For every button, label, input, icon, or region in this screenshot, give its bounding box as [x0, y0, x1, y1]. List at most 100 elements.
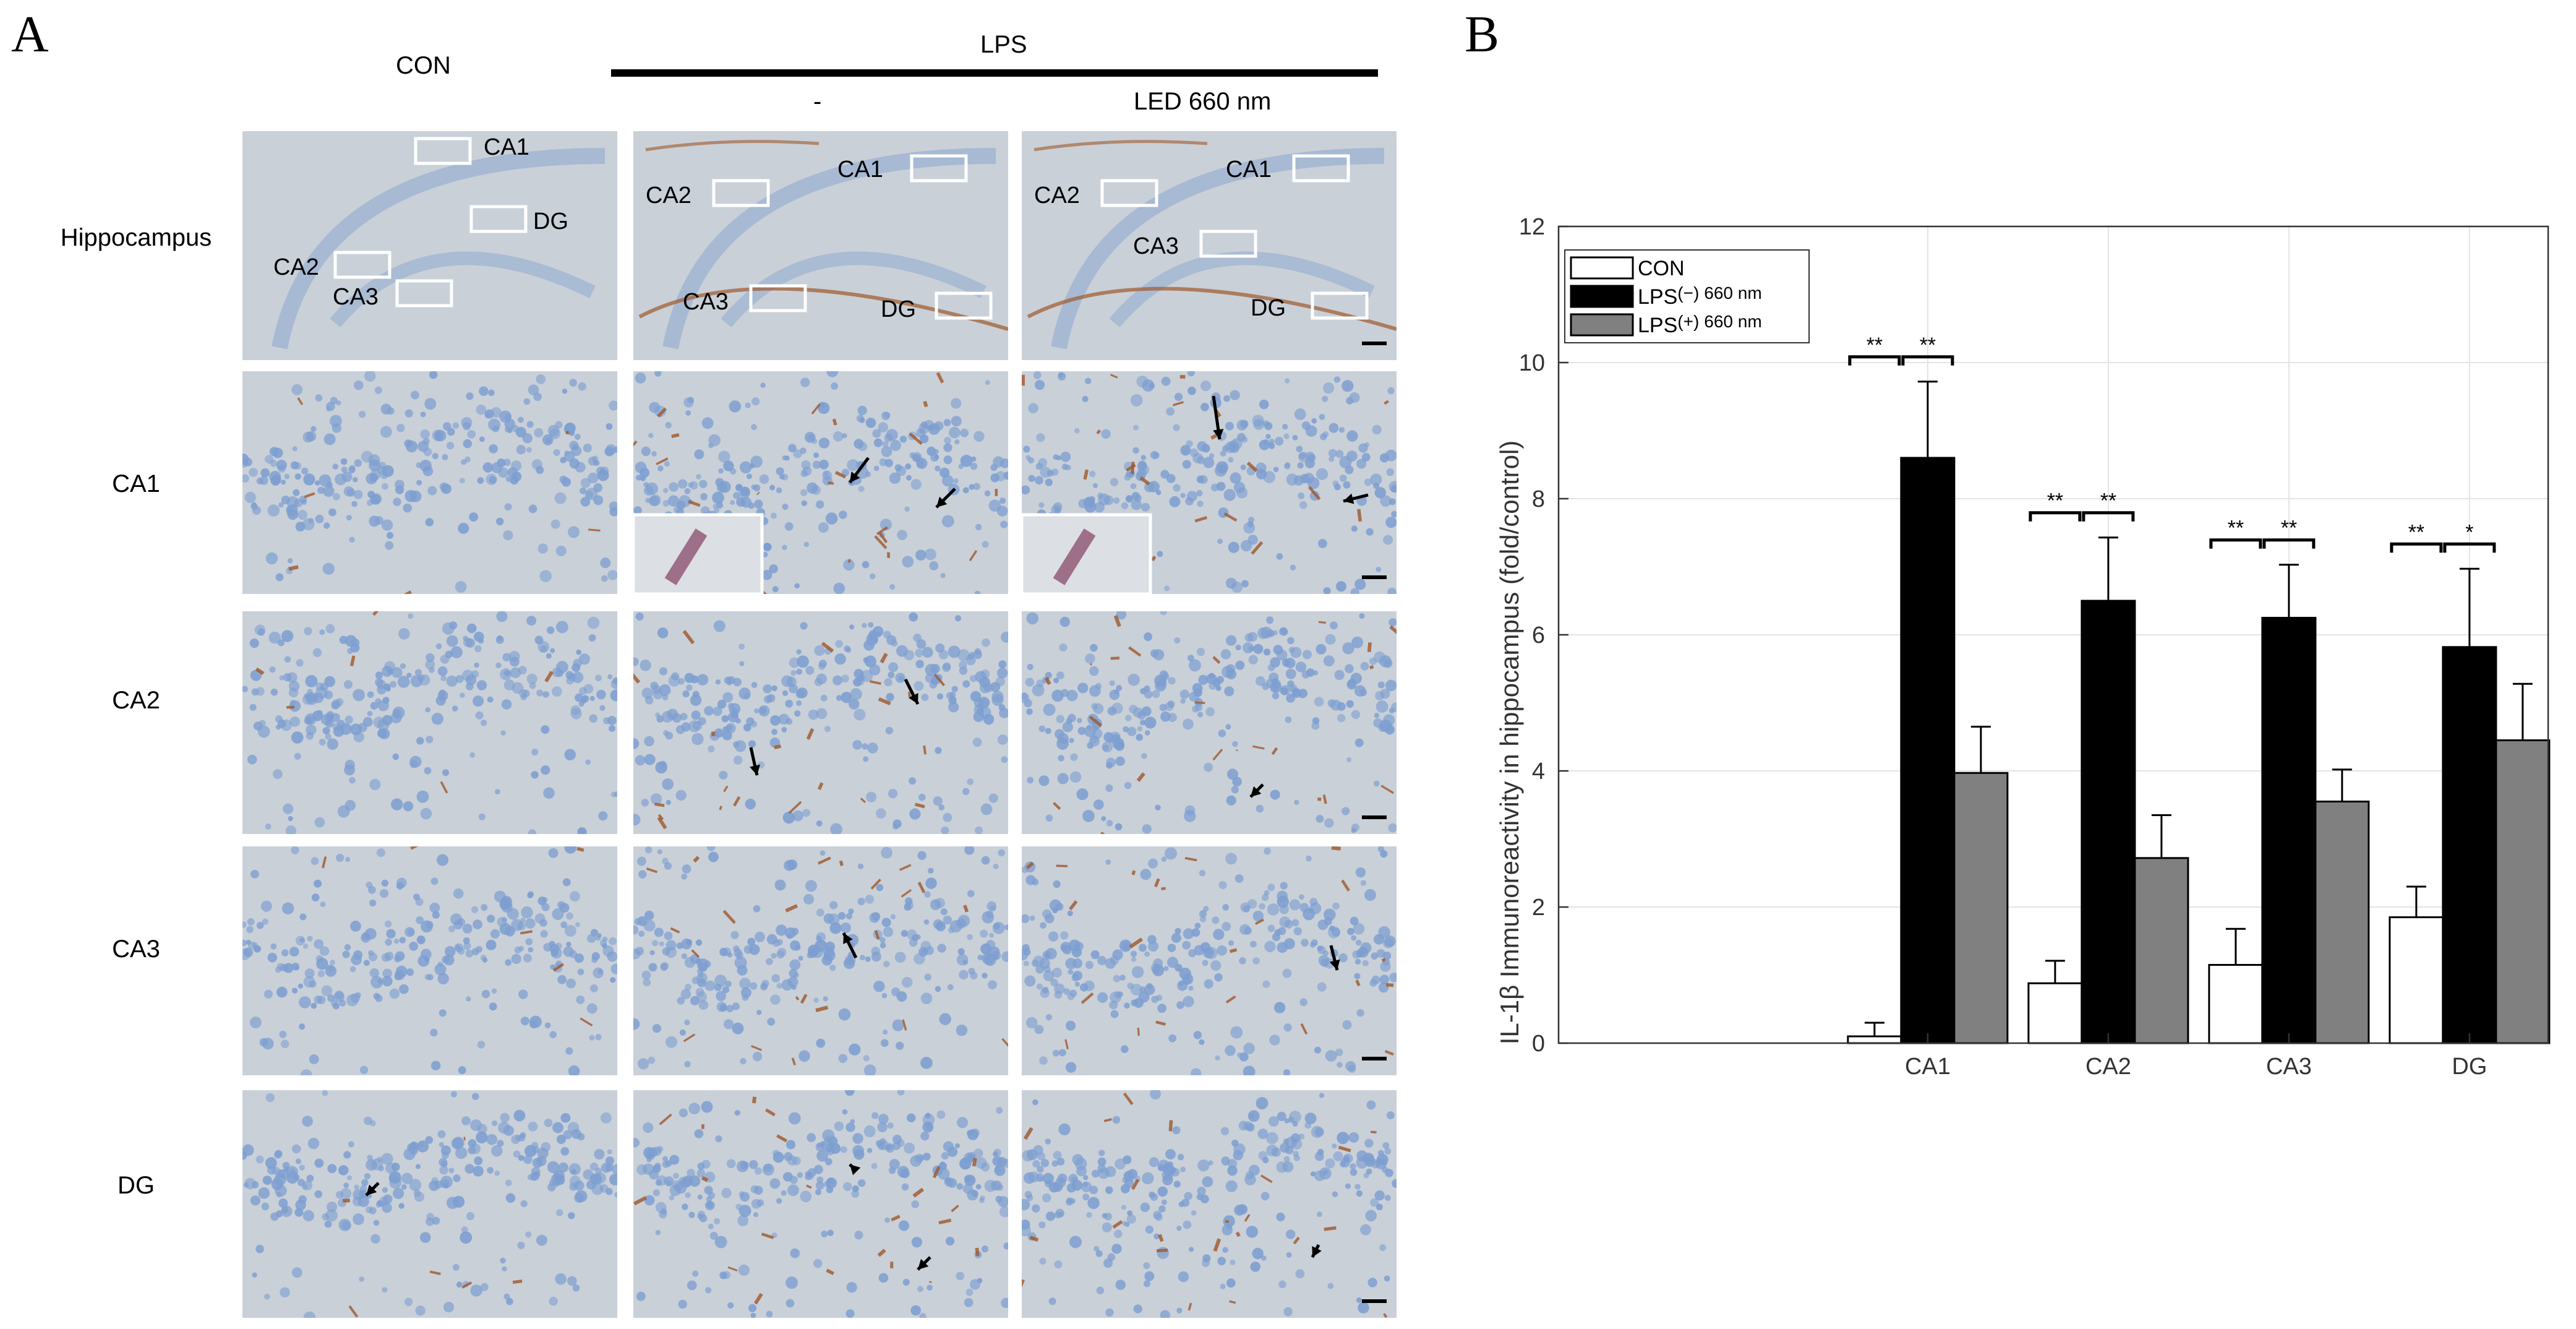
y-tick-label: 6: [1532, 622, 1545, 648]
roi-label: CA1: [837, 157, 883, 183]
row-label-ca2: CA2: [112, 687, 160, 714]
lps-group-bar: [611, 69, 1378, 77]
roi-label: CA3: [1133, 233, 1179, 259]
micrograph-ca1-led: [1022, 371, 1397, 594]
sub-label-minus: -: [813, 88, 822, 115]
arrow-icon: [1343, 493, 1354, 504]
significance-label: **: [2228, 517, 2244, 540]
x-tick-label: CA3: [2266, 1054, 2312, 1080]
group-label-con: CON: [396, 52, 451, 79]
bar-ca3-series-0: [2208, 964, 2264, 1044]
significance-label: *: [2465, 520, 2473, 544]
bar-ca1-series-1: [1900, 457, 1956, 1044]
significance-label: **: [2047, 489, 2063, 513]
panel-a-letter: A: [11, 6, 49, 63]
roi-label: CA2: [1034, 183, 1080, 209]
bar-ca2-series-0: [2027, 982, 2083, 1044]
micrograph-dg-led: [1022, 1090, 1397, 1318]
scale-bar: [1362, 1057, 1387, 1060]
micrograph-ca2-con: [242, 611, 617, 834]
roi-label: CA2: [646, 183, 691, 209]
bar-dg-series-2: [2495, 739, 2551, 1044]
row-label-dg: DG: [118, 1172, 155, 1199]
legend-swatch: [1570, 313, 1634, 337]
arrow-icon: [1213, 429, 1224, 439]
micrograph-ca1-con: [242, 371, 617, 594]
bar-chart: IL-1β Immunoreactivity in hippocampus (f…: [1495, 214, 2551, 1080]
y-tick-label: 10: [1519, 350, 1545, 376]
legend-swatch: [1570, 285, 1634, 308]
roi-label: CA2: [273, 254, 319, 280]
x-tick-label: CA2: [2086, 1054, 2131, 1080]
significance-label: **: [1867, 333, 1883, 357]
arrow-icon: [843, 933, 853, 944]
significance-bracket: [2443, 542, 2496, 553]
significance-bracket: [2262, 538, 2316, 549]
micrograph-hippocampus-con: CA1 DG CA2 CA3: [242, 131, 617, 360]
row-label-hippocampus: Hippocampus: [60, 224, 212, 251]
y-axis-label: IL-1β Immunoreactivity in hippocampus (f…: [1495, 441, 1524, 1045]
arrow-icon: [750, 764, 760, 775]
roi-label: DG: [1251, 295, 1286, 321]
micrograph-ca1-lps: [633, 371, 1008, 594]
bar-ca2-series-2: [2134, 857, 2189, 1044]
bar-dg-series-0: [2389, 916, 2444, 1044]
significance-bracket: [2390, 542, 2443, 553]
y-tick-label: 0: [1532, 1031, 1545, 1057]
micrograph-ca3-con: [242, 846, 617, 1075]
micrograph-ca3-lps: [633, 846, 1008, 1075]
significance-label: **: [1920, 333, 1936, 357]
significance-bracket: [2082, 511, 2135, 522]
row-label-ca1: CA1: [112, 470, 160, 497]
arrow-icon: [1329, 959, 1340, 970]
sub-label-led: LED 660 nm: [1134, 88, 1272, 115]
arrow-icon: [366, 1184, 377, 1195]
micrograph-dg-con: [242, 1090, 617, 1318]
arrow-icon: [936, 496, 948, 507]
bar-ca2-series-1: [2081, 600, 2136, 1044]
legend-swatch: [1570, 256, 1634, 280]
y-tick-label: 2: [1532, 895, 1545, 921]
legend-label: CON: [1638, 257, 1685, 280]
bar-dg-series-1: [2442, 646, 2497, 1044]
bar-ca1-series-2: [1953, 772, 2009, 1044]
significance-bracket: [2029, 511, 2082, 522]
micrograph-hippocampus-led: CA1 CA2 CA3 DG: [1022, 131, 1397, 360]
y-tick-label: 12: [1519, 214, 1545, 240]
bar-ca1-series-0: [1847, 1035, 1902, 1044]
row-label-ca3: CA3: [112, 935, 160, 963]
y-tick-label: 4: [1532, 759, 1545, 785]
significance-bracket: [1848, 355, 1901, 366]
roi-label: CA1: [1226, 157, 1272, 183]
y-tick-label: 8: [1532, 486, 1545, 512]
arrow-icon: [1251, 786, 1262, 797]
scale-bar: [1362, 575, 1387, 579]
significance-label: **: [2281, 517, 2297, 540]
scale-bar: [1362, 815, 1387, 819]
group-label-lps: LPS: [980, 31, 1027, 58]
micrograph-ca2-lps: [633, 611, 1008, 834]
panel-b-letter: B: [1465, 6, 1500, 63]
significance-label: **: [2408, 520, 2424, 544]
legend-label: LPS(+) 660 nm: [1638, 312, 1762, 337]
scale-bar: [1362, 1299, 1387, 1303]
arrow-icon: [1312, 1246, 1322, 1257]
micrograph-ca2-led: [1022, 611, 1397, 834]
inset: [1022, 513, 1152, 594]
arrow-icon: [918, 1258, 929, 1270]
bar-ca3-series-1: [2261, 617, 2317, 1044]
roi-label: DG: [533, 209, 568, 234]
significance-label: **: [2100, 489, 2116, 513]
micrograph-hippocampus-lps: CA1 CA2 CA3 DG: [633, 131, 1008, 360]
scale-bar: [1362, 342, 1387, 345]
roi-label: DG: [881, 296, 916, 322]
significance-bracket: [1901, 355, 1954, 366]
significance-bracket: [2209, 538, 2262, 549]
bar-ca3-series-2: [2314, 801, 2370, 1044]
arrow-icon: [850, 1164, 861, 1176]
arrow-icon: [850, 471, 860, 483]
arrow-icon: [909, 693, 918, 704]
x-tick-label: CA1: [1905, 1054, 1951, 1080]
x-tick-label: DG: [2452, 1054, 2487, 1080]
roi-label: CA1: [484, 134, 529, 160]
